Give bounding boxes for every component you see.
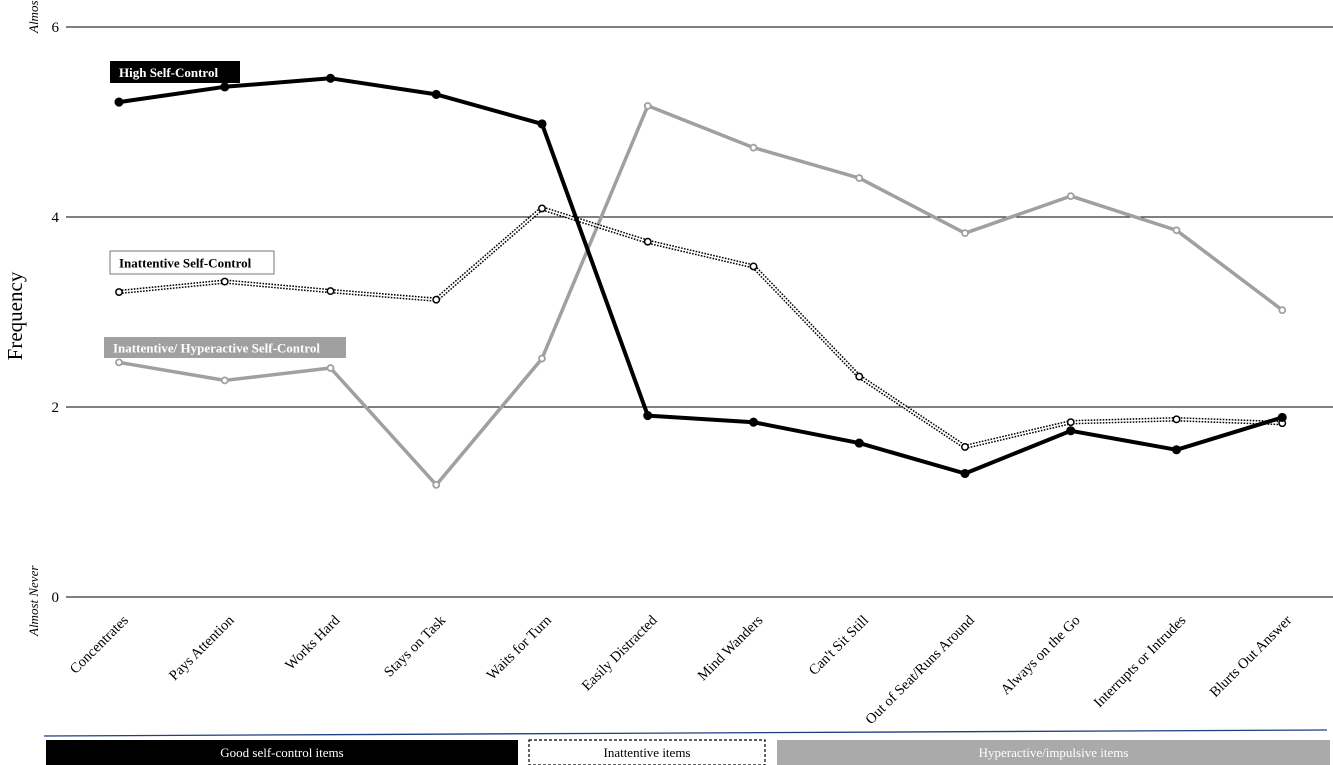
group-bar	[528, 739, 766, 765]
y-tick-label: 0	[52, 590, 60, 606]
data-point	[537, 119, 547, 129]
data-point	[538, 354, 546, 363]
x-category-label: Interrupts or Intrudes	[1091, 612, 1190, 711]
x-category-label: Mind Wanders	[695, 612, 767, 684]
group-label: Good self-control items	[220, 745, 343, 760]
x-category-label: Always on the Go	[998, 613, 1084, 699]
y-tick-label: 4	[52, 210, 60, 226]
series-label: Inattentive Self-Control	[119, 256, 252, 271]
series-labels: High Self-Control Inattentive Self-Contro…	[104, 61, 346, 358]
data-point	[432, 480, 441, 489]
data-point	[220, 277, 229, 286]
group-bar	[46, 740, 518, 765]
data-point	[643, 411, 653, 421]
data-point	[538, 204, 546, 213]
data-point	[1278, 306, 1287, 315]
data-point	[220, 376, 229, 385]
data-point	[961, 229, 969, 238]
x-category-label: Out of Seat/Runs Around	[863, 612, 979, 728]
series-label-box	[110, 61, 240, 83]
group-bar	[777, 740, 1330, 765]
series-lines	[114, 73, 1287, 489]
data-point	[115, 288, 123, 296]
x-category-label: Pays Attention	[166, 612, 238, 684]
x-category-label: Stays on Task	[381, 612, 449, 680]
data-point	[220, 82, 230, 92]
data-point	[855, 174, 864, 182]
y-tick-label: 2	[52, 400, 60, 416]
x-category-label: Waits for Turn	[484, 612, 555, 683]
data-point	[432, 295, 441, 304]
data-point	[748, 417, 759, 427]
series-label: High Self-Control	[119, 65, 218, 80]
item-group-bars: Good self-control items Inattentive items…	[43, 729, 1330, 765]
data-point	[1172, 226, 1181, 235]
data-point	[749, 262, 758, 271]
series-label: Inattentive/ Hyperactive Self-Control	[113, 341, 320, 356]
x-category-label: Easily Distracted	[579, 612, 661, 694]
series-line-inattentive-self-control-core	[118, 207, 1283, 448]
y-tick-label: 6	[52, 20, 60, 36]
data-point	[1066, 418, 1075, 427]
data-point	[855, 372, 864, 381]
data-point	[643, 237, 652, 246]
series-label-box	[109, 250, 275, 275]
x-category-label: Concentrates	[67, 612, 132, 677]
series-0	[114, 73, 1287, 479]
data-point	[326, 287, 335, 296]
data-point	[431, 89, 441, 99]
y-axis-title: Frequency	[3, 271, 27, 360]
data-point	[1066, 426, 1076, 436]
series-label-box	[104, 337, 346, 358]
data-point	[1066, 192, 1075, 201]
y-axis: Frequency Almost Always Almost Never 0 2 4…	[3, 0, 60, 637]
data-point	[115, 358, 123, 367]
group-separator-line	[43, 729, 1328, 737]
x-category-label: Works Hard	[282, 612, 343, 673]
data-point	[325, 73, 336, 83]
data-point	[749, 143, 758, 152]
series-line-inattentive-hyperactive-self-control	[118, 104, 1284, 487]
x-category-label: Can't Sit Still	[806, 613, 872, 679]
data-point	[114, 97, 124, 107]
data-point	[326, 364, 335, 372]
group-label: Hyperactive/impulsive items	[979, 745, 1129, 760]
data-point	[961, 442, 969, 451]
y-axis-low-label: Almost Never	[26, 565, 41, 637]
x-axis-category-labels: Concentrates Pays Attention Works Hard Stay…	[67, 612, 1295, 728]
data-point	[643, 101, 652, 110]
data-point	[1171, 445, 1182, 455]
data-point	[960, 468, 970, 479]
series-line-high-self-control	[118, 76, 1283, 476]
y-axis-high-label: Almost Always	[26, 0, 41, 34]
series-line-inattentive-self-control	[118, 205, 1283, 450]
x-category-label: Blurts Out Answer	[1207, 612, 1295, 700]
group-label: Inattentive items	[603, 745, 690, 760]
series-2	[115, 101, 1287, 489]
data-point	[854, 438, 864, 448]
gridlines	[66, 26, 1333, 598]
data-point	[1277, 412, 1287, 423]
data-point	[1172, 415, 1181, 424]
series-1	[115, 204, 1287, 451]
